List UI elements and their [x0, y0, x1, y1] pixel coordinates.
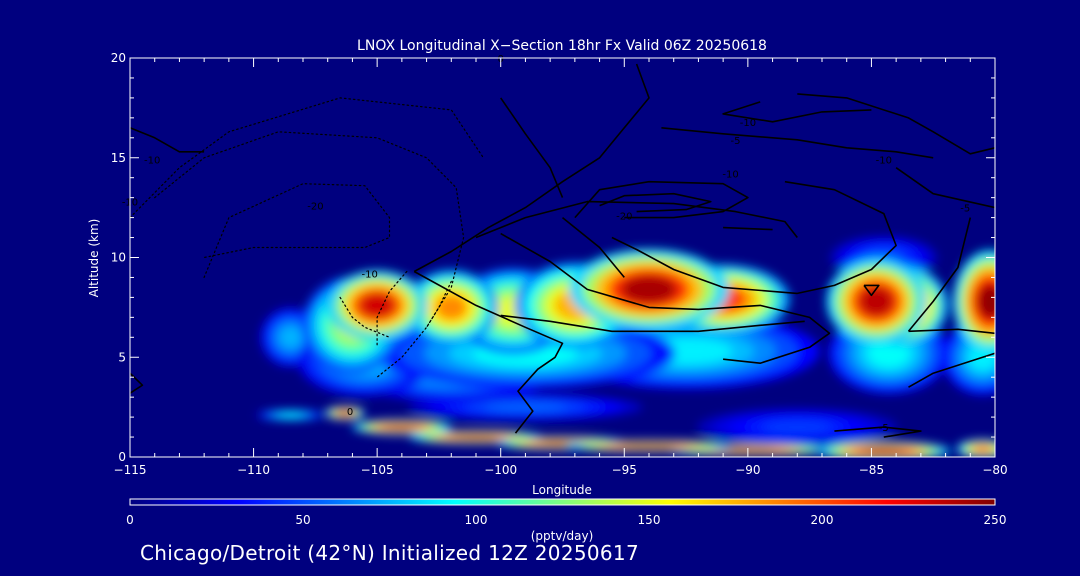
heat-blob-ring: [452, 434, 500, 440]
x-tick-label: −110: [237, 463, 270, 477]
contour-line-dotted: [130, 97, 484, 219]
colorbar: [129, 498, 996, 506]
x-axis-label: Longitude: [532, 483, 592, 497]
heat-blob: [325, 406, 365, 420]
heat-blob-ring: [762, 420, 833, 434]
colorbar-tick-label: 150: [638, 513, 661, 527]
heat-blob: [955, 439, 995, 457]
contour-line-dotted: [203, 183, 391, 278]
colorbar-unit-label: (pptv/day): [531, 529, 594, 543]
x-tick-label: −80: [982, 463, 1007, 477]
contour-line-solid: [834, 426, 922, 438]
colorbar-ticks: 0 50 100 150 200 250: [126, 513, 1006, 527]
heat-blob-ring: [484, 402, 567, 412]
contour-label: -5: [731, 136, 741, 147]
contour-label: -10: [362, 270, 378, 281]
x-tick-label: −115: [114, 463, 147, 477]
contour-line-solid: [722, 101, 872, 123]
contour-line-solid: [908, 328, 995, 335]
heat-blob-ring: [280, 327, 302, 348]
y-axis-label: Altitude (km): [87, 219, 101, 298]
contour-label: 0: [347, 407, 353, 418]
contour-line-solid: [723, 226, 773, 231]
contour-line-solid: [130, 127, 205, 153]
contour-line-solid: [797, 93, 995, 155]
heat-blob: [409, 430, 543, 444]
contour-line-solid: [599, 192, 712, 213]
contour-line-dotted: [376, 270, 408, 348]
contour-line-solid: [130, 372, 144, 394]
heat-blob: [697, 408, 898, 446]
heat-blob-ring: [977, 283, 995, 320]
axes-layer: −115 −110 −105 −100 −95 −90 −85 −80 0 5 10 15 20: [111, 51, 1008, 477]
contour-line-solid: [561, 216, 625, 278]
contour-line-solid: [908, 352, 995, 388]
heat-blob: [953, 250, 995, 353]
heat-blob-ring: [384, 424, 420, 430]
y-tick-label: 10: [111, 251, 126, 265]
contour-label: -10: [740, 118, 756, 129]
heatmap-layer: [257, 236, 995, 457]
contour-line-solid: [475, 200, 798, 239]
colorbar-tick-label: 0: [126, 513, 134, 527]
x-tick-label: −100: [484, 463, 517, 477]
contour-line-solid: [413, 270, 564, 434]
chart-title: LNOX Longitudinal X−Section 18hr Fx Vali…: [357, 38, 767, 54]
colorbar-tick-label: 50: [295, 513, 310, 527]
heat-blob: [351, 419, 452, 435]
heat-blob-ring: [279, 413, 303, 418]
heat-blob-ring: [620, 443, 678, 449]
contour-label: -20: [616, 212, 632, 223]
heat-blob: [327, 270, 428, 341]
x-tick-label: −90: [735, 463, 760, 477]
contour-line-solid: [500, 314, 805, 333]
contour-line-solid: [863, 284, 880, 297]
heat-blob-ring: [359, 293, 395, 318]
heat-blob: [568, 249, 730, 330]
colorbar-tick-label: 100: [465, 513, 488, 527]
heat-blob-ring: [867, 339, 910, 368]
y-tick-label: 15: [111, 151, 126, 165]
heat-blob-ring: [621, 275, 677, 304]
heat-blob: [565, 440, 733, 452]
contour-line-solid: [611, 180, 897, 295]
contour-layer: [130, 63, 995, 438]
contour-label: -5: [879, 423, 889, 434]
heat-blob-ring: [338, 410, 352, 416]
x-tick-label: −95: [612, 463, 637, 477]
heat-blob: [817, 441, 951, 457]
heat-blob-ring: [859, 286, 894, 317]
contour-label: -10: [876, 156, 892, 167]
contour-line-solid: [500, 232, 831, 365]
contour-line-solid: [574, 180, 749, 219]
contour-label: -10: [722, 170, 738, 181]
heat-blob-ring: [860, 447, 907, 455]
contour-line-dotted: [426, 280, 452, 328]
heat-blob: [257, 409, 324, 421]
contour-label: -5: [960, 204, 970, 215]
contour-line-dotted: [339, 296, 391, 338]
y-tick-label: 20: [111, 51, 126, 65]
contour-line-solid: [413, 63, 650, 273]
x-tick-label: −85: [859, 463, 884, 477]
contour-line-solid: [895, 167, 995, 209]
y-tick-label: 0: [118, 450, 126, 464]
contour-line-solid: [500, 97, 564, 198]
colorbar-tick-label: 250: [984, 513, 1007, 527]
contour-label: -20: [307, 202, 323, 213]
y-tick-label: 5: [118, 350, 126, 364]
contour-line-solid: [907, 217, 972, 332]
heat-blob-ring: [973, 445, 992, 453]
colorbar-tick-label: 200: [811, 513, 834, 527]
initialization-footer: Chicago/Detroit (42°N) Initialized 12Z 2…: [140, 541, 639, 565]
contour-label: -10: [144, 156, 160, 167]
contour-line-solid: [661, 127, 934, 159]
heat-blob: [826, 258, 927, 345]
x-tick-label: −105: [361, 463, 394, 477]
